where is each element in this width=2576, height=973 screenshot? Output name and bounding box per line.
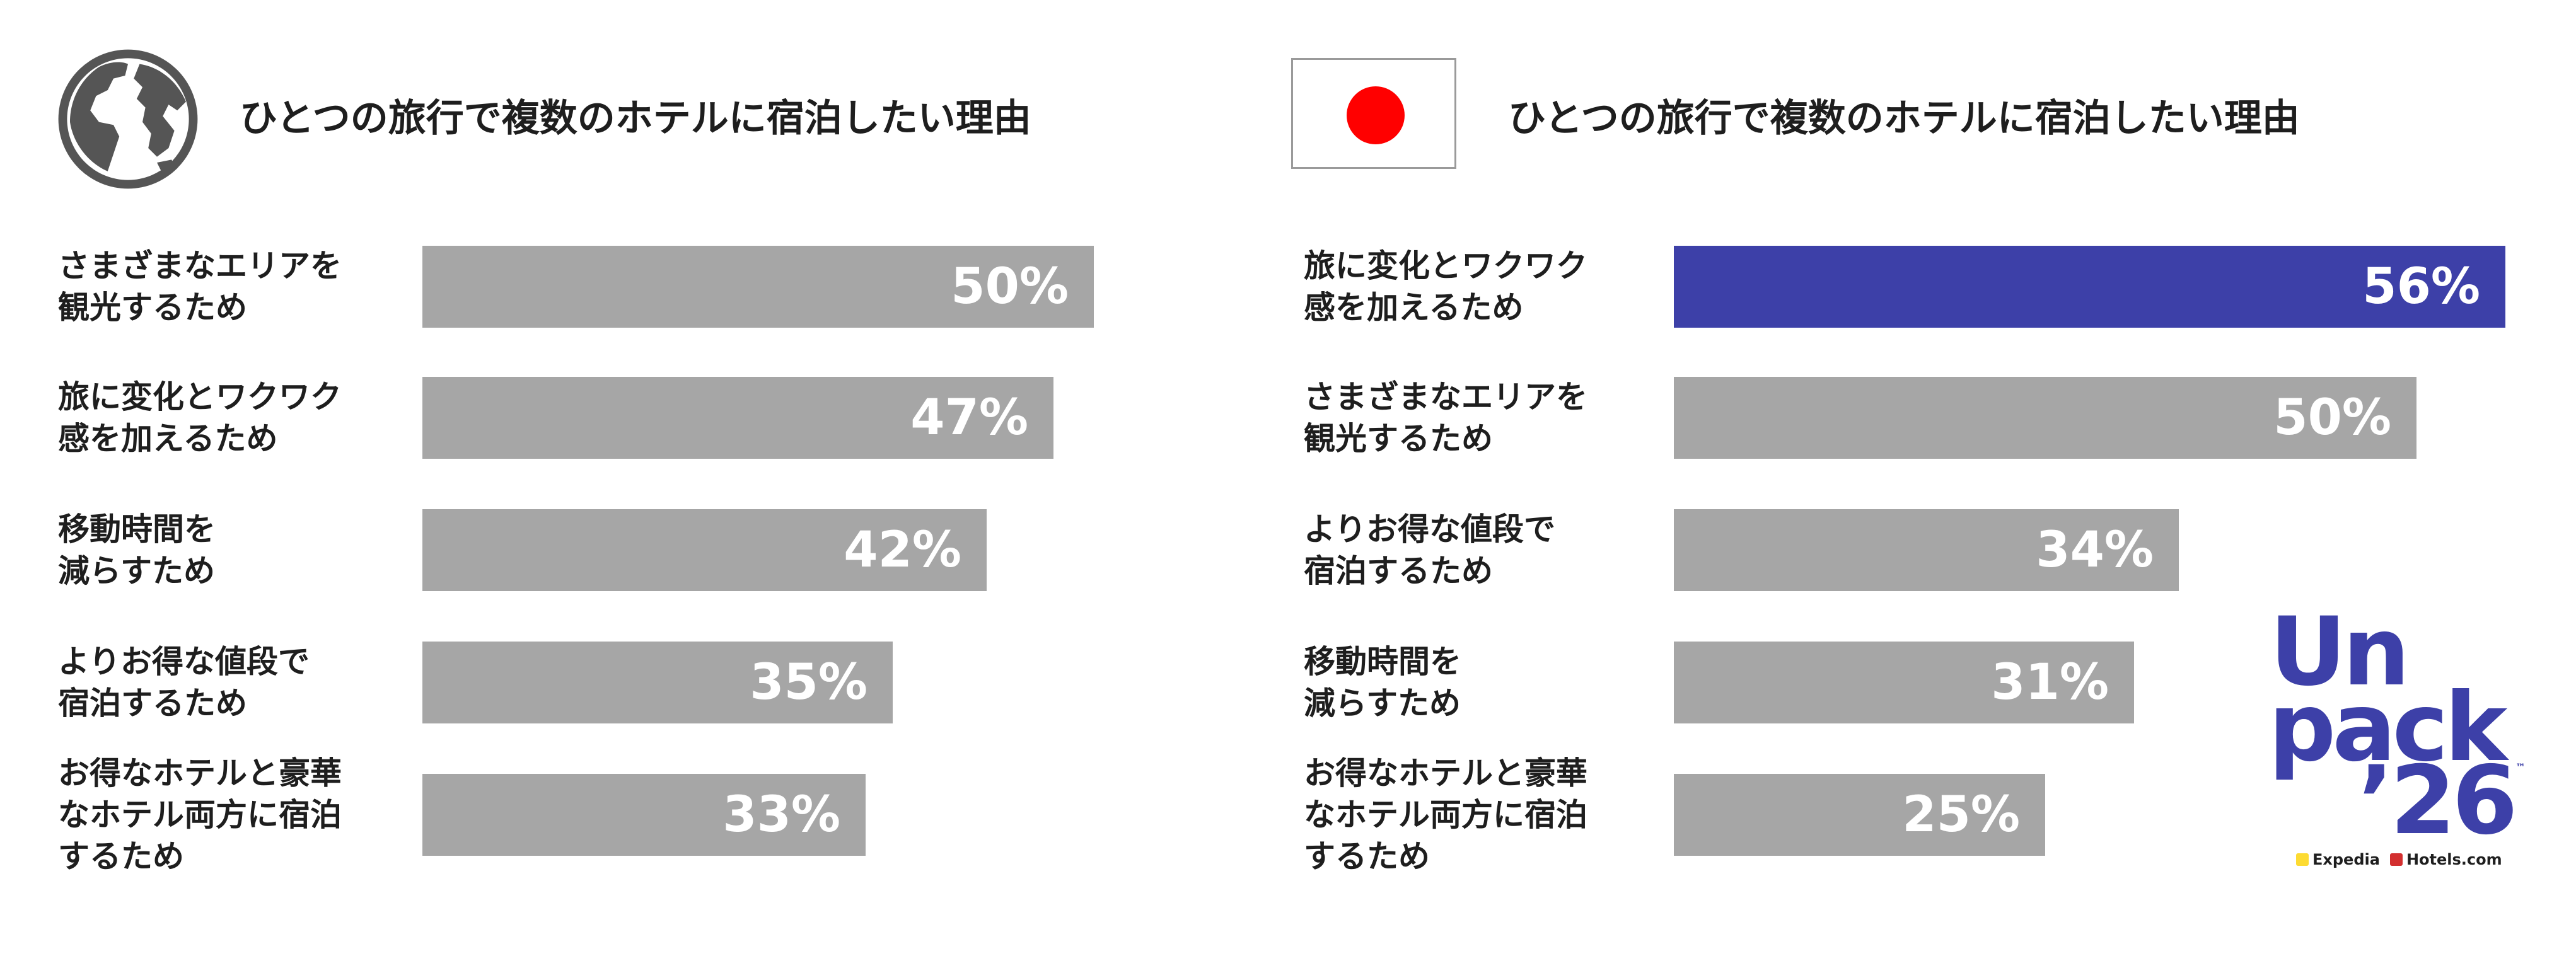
logo-trademark: ™ [2515, 761, 2526, 773]
globe-icon [55, 47, 200, 192]
value-label: 47% [910, 389, 1028, 446]
logo-line-3: ’26 [2358, 746, 2518, 856]
value-label: 50% [951, 258, 1069, 315]
value-label: 33% [722, 786, 840, 843]
expedia-icon [2296, 853, 2309, 866]
value-label: 56% [2362, 258, 2480, 315]
category-label: 移動時間を 減らすため [58, 511, 216, 589]
category-label: 旅に変化とワクワク 感を加えるため [1304, 248, 1587, 326]
category-label: 移動時間を 減らすため [1304, 643, 1461, 722]
bar: 47% [422, 377, 1053, 459]
logo-line-1: Un [2270, 597, 2410, 707]
bar: 56% [1674, 246, 2505, 328]
category-label: 旅に変化とワクワク 感を加えるため [58, 379, 342, 457]
category-label: よりお得な値段で 宿泊するため [58, 643, 310, 722]
bar: 34% [1674, 509, 2179, 591]
category-label: さまざまなエリアを 観光するため [1304, 379, 1587, 457]
value-label: 25% [1902, 786, 2020, 843]
brand-expedia: Expedia [2312, 851, 2380, 868]
category-label: さまざまなエリアを 観光するため [58, 248, 342, 326]
bar: 50% [422, 246, 1094, 328]
value-label: 35% [750, 654, 867, 711]
brand-hotels-com: Hotels.com [2406, 851, 2502, 868]
value-label: 34% [2036, 522, 2154, 579]
logo-line-2: pack [2268, 673, 2507, 783]
flag-disc [1347, 86, 1405, 144]
bar: 31% [1674, 642, 2134, 723]
category-label: お得なホテルと豪華 なホテル両方に宿泊 するため [58, 755, 342, 875]
value-label: 31% [1991, 654, 2109, 711]
unpack-26-logo: Un pack ’26 ™ Expedia Hotels.com [2263, 605, 2534, 870]
bar: 25% [1674, 774, 2045, 856]
value-label: 42% [844, 522, 961, 579]
bar: 42% [422, 509, 987, 591]
logo-brands: Expedia Hotels.com [2296, 851, 2502, 868]
bar: 50% [1674, 377, 2416, 459]
bar: 35% [422, 642, 893, 723]
japan-flag-icon [1291, 58, 1456, 169]
category-label: よりお得な値段で 宿泊するため [1304, 511, 1555, 589]
bar: 33% [422, 774, 866, 856]
value-label: 50% [2273, 389, 2391, 446]
category-label: お得なホテルと豪華 なホテル両方に宿泊 するため [1304, 755, 1587, 875]
left-panel-title: ひとつの旅行で複数のホテルに宿泊したい理由 [240, 96, 1031, 141]
hotels-com-icon [2389, 853, 2403, 866]
right-panel-title: ひとつの旅行で複数のホテルに宿泊したい理由 [1508, 96, 2300, 141]
